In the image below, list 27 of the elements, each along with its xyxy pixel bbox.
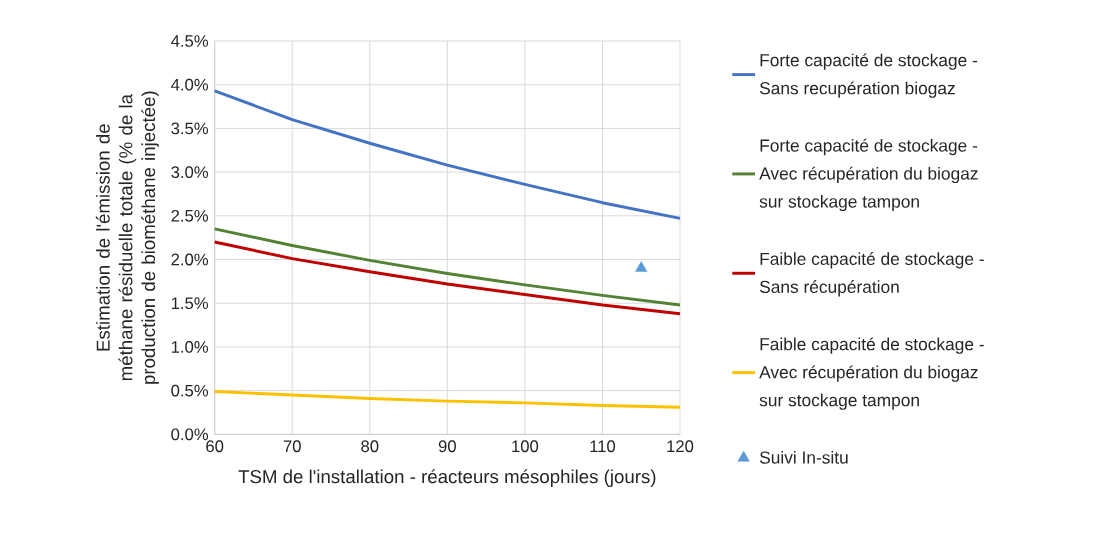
y-tick-label: 1.0% — [171, 341, 209, 353]
legend-label: Faible capacité de stockage - Sans récupération — [759, 252, 984, 297]
legend-label: Faible capacité de stockage - Avec récupération du biogaz sur stockage tampon — [759, 337, 984, 410]
x-tick-label: 80 — [361, 440, 379, 453]
y-tick-label: 3.0% — [171, 166, 209, 179]
x-tick-label: 90 — [438, 440, 456, 453]
line-series — [213, 89, 682, 220]
y-tick-label: 4.0% — [171, 78, 209, 91]
legend-label: Forte capacité de stockage - Avec récupération du biogaz sur stockage tampon — [759, 138, 978, 212]
x-tick-label: 70 — [283, 440, 301, 453]
y-tick-label: 2.0% — [171, 253, 209, 266]
line-series — [213, 390, 682, 409]
x-tick-label: 60 — [206, 440, 224, 453]
y-tick-label: 4.5% — [171, 35, 209, 47]
x-axis-title: TSM de l'installation - réacteurs mésophiles (jours) — [238, 469, 656, 487]
legend-label: Forte capacité de stockage - Sans recupération biogaz — [759, 53, 978, 98]
x-tick-label: 120 — [667, 440, 694, 453]
x-tick-label: 110 — [590, 440, 616, 453]
y-axis-title: Estimation de l'émission de méthane résiduelle totale (% de la production de biométhane injectée) — [95, 91, 159, 384]
legend-label: Suivi In-situ — [759, 450, 848, 464]
y-tick-label: 0.5% — [171, 384, 209, 397]
line-series — [213, 227, 682, 307]
y-tick-label: 1.5% — [171, 297, 209, 310]
y-tick-label: 0.0% — [171, 428, 209, 441]
y-tick-label: 2.5% — [171, 209, 209, 222]
x-tick-label: 100 — [512, 440, 539, 453]
y-tick-label: 3.5% — [171, 122, 209, 135]
